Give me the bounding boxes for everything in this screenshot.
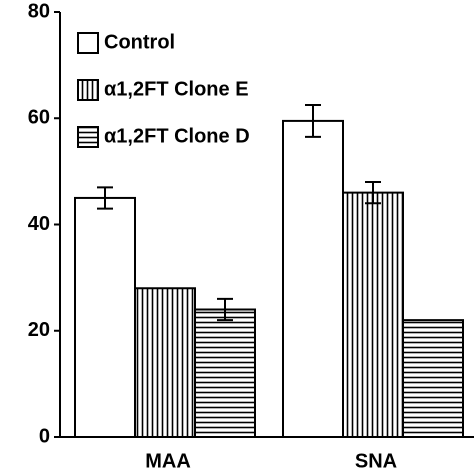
bar xyxy=(134,287,196,438)
legend-label: α1,2FT Clone E xyxy=(104,78,249,100)
error-bar xyxy=(365,181,381,205)
bar xyxy=(402,319,464,438)
x-tick-label: MAA xyxy=(145,450,191,472)
legend-swatch xyxy=(77,32,99,54)
y-tick-label: 80 xyxy=(28,0,50,22)
bar xyxy=(194,308,256,438)
legend-swatch xyxy=(77,79,99,101)
error-bar xyxy=(305,103,321,138)
legend-label: Control xyxy=(104,31,175,53)
bar xyxy=(282,119,344,438)
x-tick-label: SNA xyxy=(355,450,397,472)
y-tick-label: 0 xyxy=(39,425,50,447)
y-tick-label: 20 xyxy=(28,319,50,341)
error-bar xyxy=(97,186,113,210)
bar xyxy=(342,191,404,438)
legend-label: α1,2FT Clone D xyxy=(104,125,250,147)
y-tick-label: 60 xyxy=(28,107,50,129)
bar xyxy=(74,196,136,438)
legend-swatch xyxy=(77,126,99,148)
error-bar xyxy=(217,297,233,322)
y-tick-label: 40 xyxy=(28,213,50,235)
